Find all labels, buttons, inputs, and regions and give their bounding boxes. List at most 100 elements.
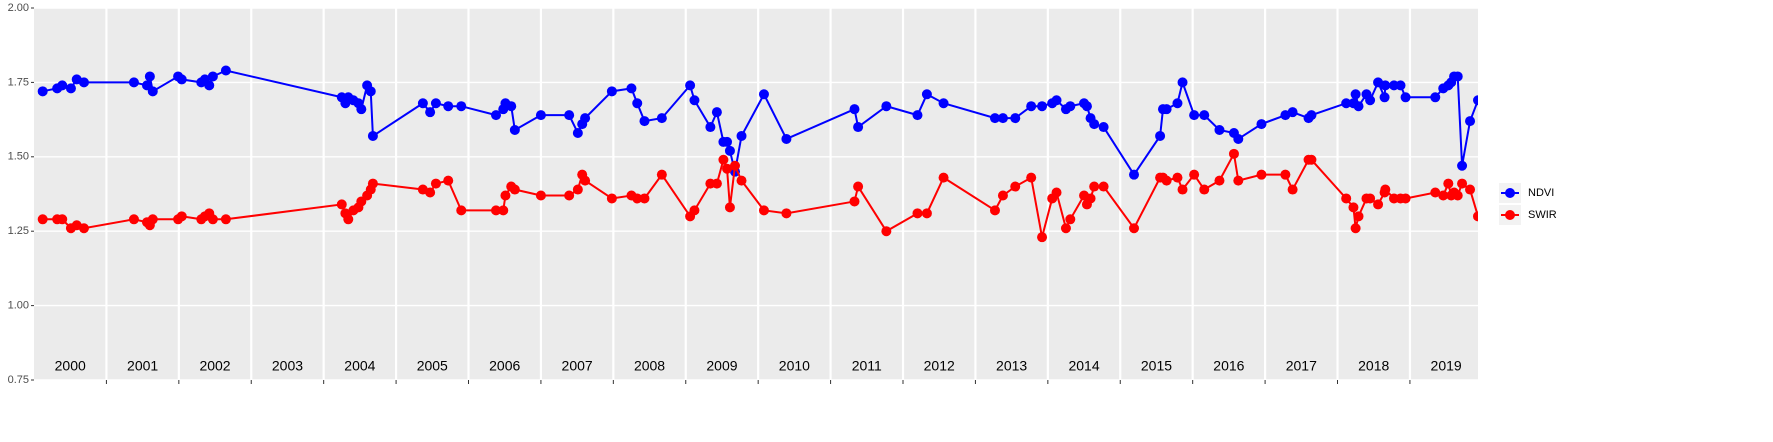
point [443,175,454,186]
x-tick-label: 2012 [924,358,955,374]
point [37,86,48,97]
point [781,208,792,219]
point [456,101,467,112]
point [632,193,643,204]
point [736,130,747,141]
point [1129,169,1140,180]
point [1037,101,1048,112]
point [1177,184,1188,195]
point [1306,154,1317,165]
point [1214,125,1225,136]
series [37,65,1478,180]
point [722,136,733,147]
point [1457,160,1468,171]
point [711,178,722,189]
point [705,122,716,133]
y-tick-label: 2.00 [8,2,29,14]
point [938,172,949,183]
legend-point [1505,210,1515,220]
point [509,125,520,136]
point [443,101,454,112]
point [1214,175,1225,186]
point [207,71,218,82]
point [689,205,700,216]
point [147,86,158,97]
y-tick-label: 1.25 [8,225,29,237]
point [1380,80,1391,91]
point [220,214,231,225]
point [632,98,643,109]
point [781,133,792,144]
point [1373,199,1384,210]
point [1026,101,1037,112]
x-tick-label: 2003 [272,358,303,374]
point [1430,92,1441,103]
x-tick-label: 2008 [634,358,665,374]
point [367,178,378,189]
point [718,154,729,165]
point [1341,98,1352,109]
point [1161,175,1172,186]
point [572,127,583,138]
point [724,202,735,213]
point [343,214,354,225]
point [989,113,1000,124]
legend-label: SWIR [1528,209,1557,221]
point [1452,71,1463,82]
point [938,98,949,109]
point [580,113,591,124]
point [1010,113,1021,124]
point [1098,181,1109,192]
point [689,95,700,106]
point [1353,101,1364,112]
point [656,169,667,180]
point [128,77,139,88]
point [564,110,575,121]
point [921,208,932,219]
point [1341,193,1352,204]
point [456,205,467,216]
point [656,113,667,124]
point [626,83,637,94]
x-tick-label: 2007 [562,358,593,374]
point [535,110,546,121]
point [144,71,155,82]
point [147,214,158,225]
series [37,148,1478,243]
point [1098,122,1109,133]
point [736,175,747,186]
point [1189,169,1200,180]
point [1051,187,1062,198]
point [1177,77,1188,88]
point [220,65,231,76]
point [1172,172,1183,183]
point [1350,223,1361,234]
point [207,214,218,225]
point [37,214,48,225]
point [176,211,187,222]
point [912,208,923,219]
point [1365,95,1376,106]
point [78,77,89,88]
point [1065,101,1076,112]
point [849,196,860,207]
panel [34,8,1478,380]
point [1089,119,1100,130]
point [1306,110,1317,121]
point [989,205,1000,216]
point [425,187,436,198]
point [639,193,650,204]
y-tick-label: 1.00 [8,300,29,312]
point [580,175,591,186]
x-tick-label: 2013 [996,358,1027,374]
point [1465,116,1476,127]
x-tick-label: 2001 [127,358,158,374]
point [367,130,378,141]
point [417,98,428,109]
point [365,86,376,97]
point [1233,133,1244,144]
point [1085,193,1096,204]
point [724,145,735,156]
